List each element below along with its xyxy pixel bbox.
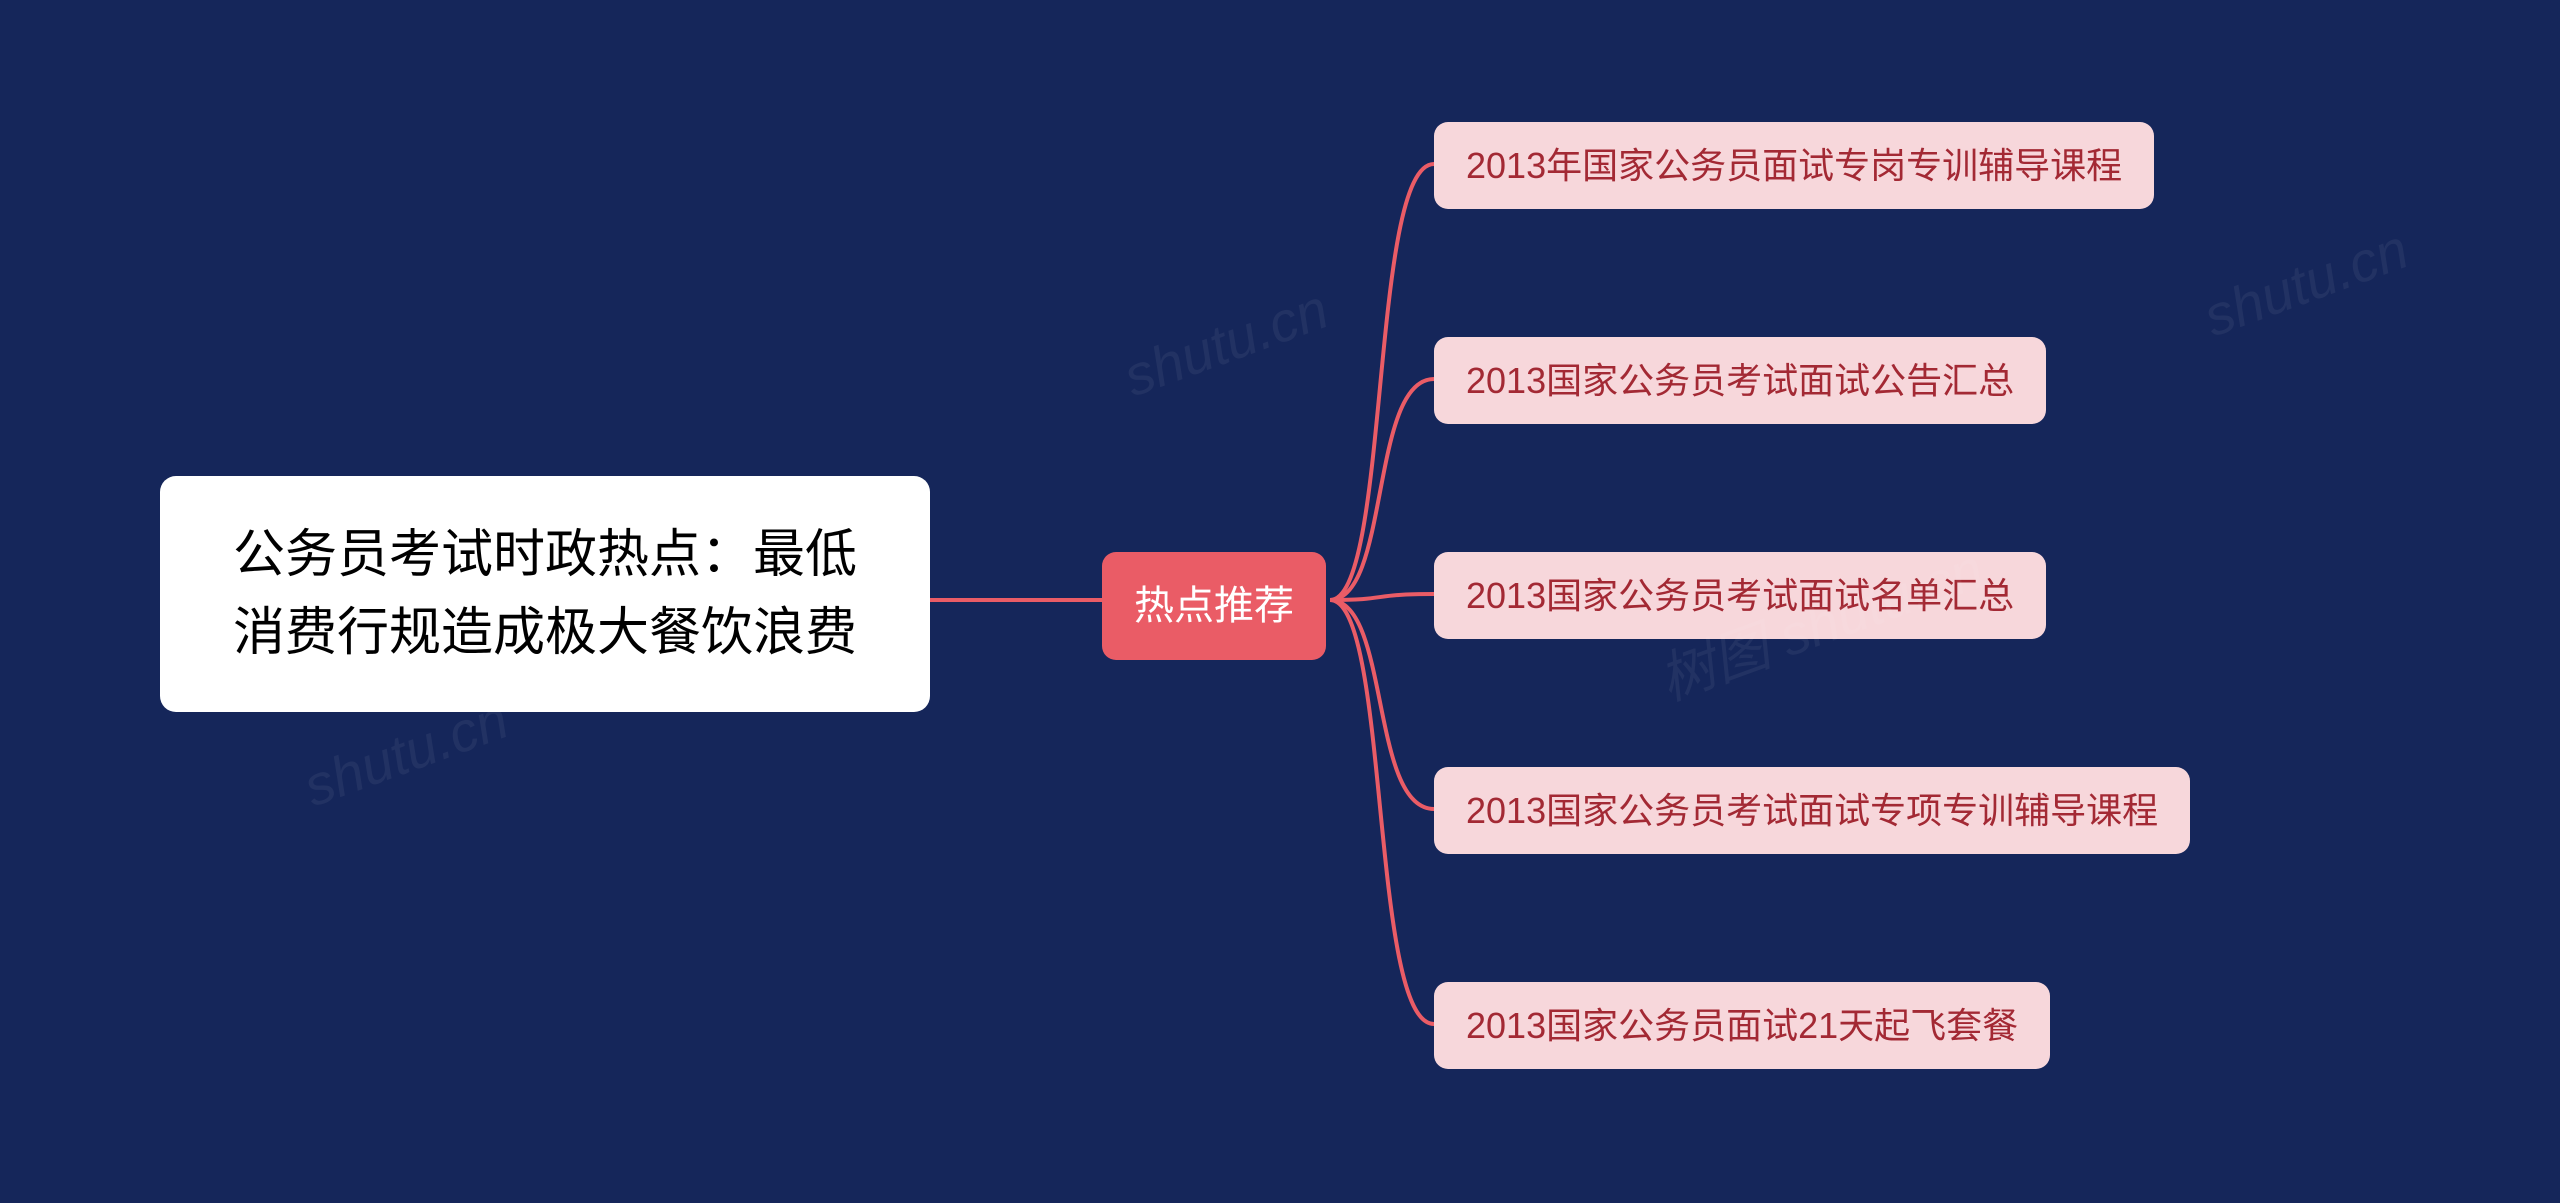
- watermark: shutu.cn: [2195, 216, 2416, 349]
- leaf-node-1: 2013国家公务员考试面试公告汇总: [1434, 337, 2046, 424]
- leaf-node-3: 2013国家公务员考试面试专项专训辅导课程: [1434, 767, 2190, 854]
- leaf-node-2: 2013国家公务员考试面试名单汇总: [1434, 552, 2046, 639]
- leaf-node-0: 2013年国家公务员面试专岗专训辅导课程: [1434, 122, 2154, 209]
- watermark: shutu.cn: [1115, 276, 1336, 409]
- center-node: 热点推荐: [1102, 552, 1326, 660]
- root-node: 公务员考试时政热点：最低消费行规造成极大餐饮浪费: [160, 476, 930, 712]
- leaf-node-4: 2013国家公务员面试21天起飞套餐: [1434, 982, 2050, 1069]
